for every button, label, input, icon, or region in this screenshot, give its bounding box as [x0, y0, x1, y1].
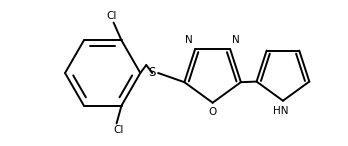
Text: N: N — [232, 35, 240, 45]
Text: HN: HN — [273, 106, 289, 116]
Text: N: N — [185, 35, 193, 45]
Text: Cl: Cl — [113, 125, 124, 135]
Text: O: O — [208, 107, 217, 117]
Text: Cl: Cl — [106, 11, 117, 21]
Text: S: S — [149, 66, 156, 80]
